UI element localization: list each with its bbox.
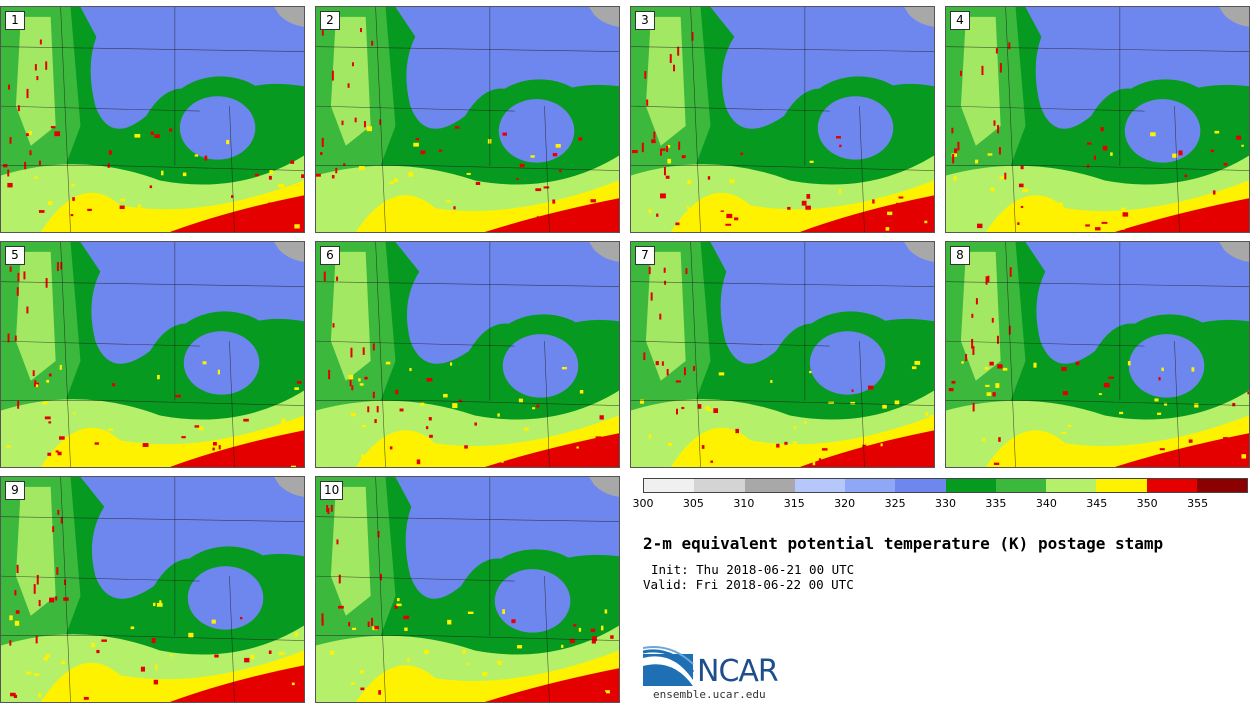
plot-title: 2-m equivalent potential temperature (K)…: [643, 534, 1164, 553]
colorbar-swatch-2: [744, 479, 795, 492]
panel-label: 1: [5, 11, 25, 30]
valid-time: Valid: Fri 2018-06-22 00 UTC: [643, 577, 854, 592]
colorbar: [643, 478, 1248, 493]
panel-label: 7: [635, 246, 655, 265]
panel-label: 2: [320, 11, 340, 30]
colorbar-swatch-10: [1146, 479, 1197, 492]
panel-3: 3: [630, 6, 935, 233]
panel-label: 4: [950, 11, 970, 30]
colorbar-swatch-11: [1196, 479, 1247, 492]
colorbar-tick-label: 330: [935, 497, 956, 510]
panel-label: 3: [635, 11, 655, 30]
panel-7: 7: [630, 241, 935, 468]
colorbar-tick-label: 325: [884, 497, 906, 510]
colorbar-tick-label: 320: [834, 497, 856, 510]
panel-label: 10: [320, 481, 344, 500]
ncar-logo-text: NCAR: [697, 654, 779, 689]
panel-label: 8: [950, 246, 970, 265]
colorbar-tick-label: 300: [632, 497, 654, 510]
panel-label: 5: [5, 246, 25, 265]
panel-6: 6: [315, 241, 620, 468]
panel-9: 9: [0, 476, 305, 703]
panel-2: 2: [315, 6, 620, 233]
ncar-logo-icon: [643, 646, 695, 686]
panel-label: 6: [320, 246, 340, 265]
colorbar-tick-label: 345: [1086, 497, 1108, 510]
colorbar-ticks: 300 305 310 315 320 325 330 335 340 345 350 355: [633, 497, 1248, 513]
colorbar-swatch-8: [1046, 479, 1097, 492]
colorbar-swatch-5: [895, 479, 946, 492]
colorbar-swatch-6: [945, 479, 996, 492]
logo-url: ensemble.ucar.edu: [653, 688, 766, 701]
colorbar-swatch-0: [644, 479, 695, 492]
panel-4: 4: [945, 6, 1250, 233]
colorbar-tick-label: 315: [783, 497, 805, 510]
colorbar-tick-label: 340: [1035, 497, 1057, 510]
panel-10: 10: [315, 476, 620, 703]
panel-8: 8: [945, 241, 1250, 468]
colorbar-tick-label: 355: [1187, 497, 1209, 510]
colorbar-swatch-3: [794, 479, 845, 492]
colorbar-swatch-9: [1096, 479, 1147, 492]
init-time: Init: Thu 2018-06-21 00 UTC: [651, 562, 855, 577]
colorbar-swatch-7: [995, 479, 1046, 492]
panel-1: 1: [0, 6, 305, 233]
panel-label: 9: [5, 481, 25, 500]
colorbar-tick-label: 350: [1136, 497, 1158, 510]
panel-5: 5: [0, 241, 305, 468]
colorbar-tick-label: 310: [733, 497, 755, 510]
colorbar-swatch-1: [694, 479, 745, 492]
colorbar-tick-label: 335: [985, 497, 1007, 510]
colorbar-swatch-4: [845, 479, 896, 492]
colorbar-tick-label: 305: [682, 497, 704, 510]
